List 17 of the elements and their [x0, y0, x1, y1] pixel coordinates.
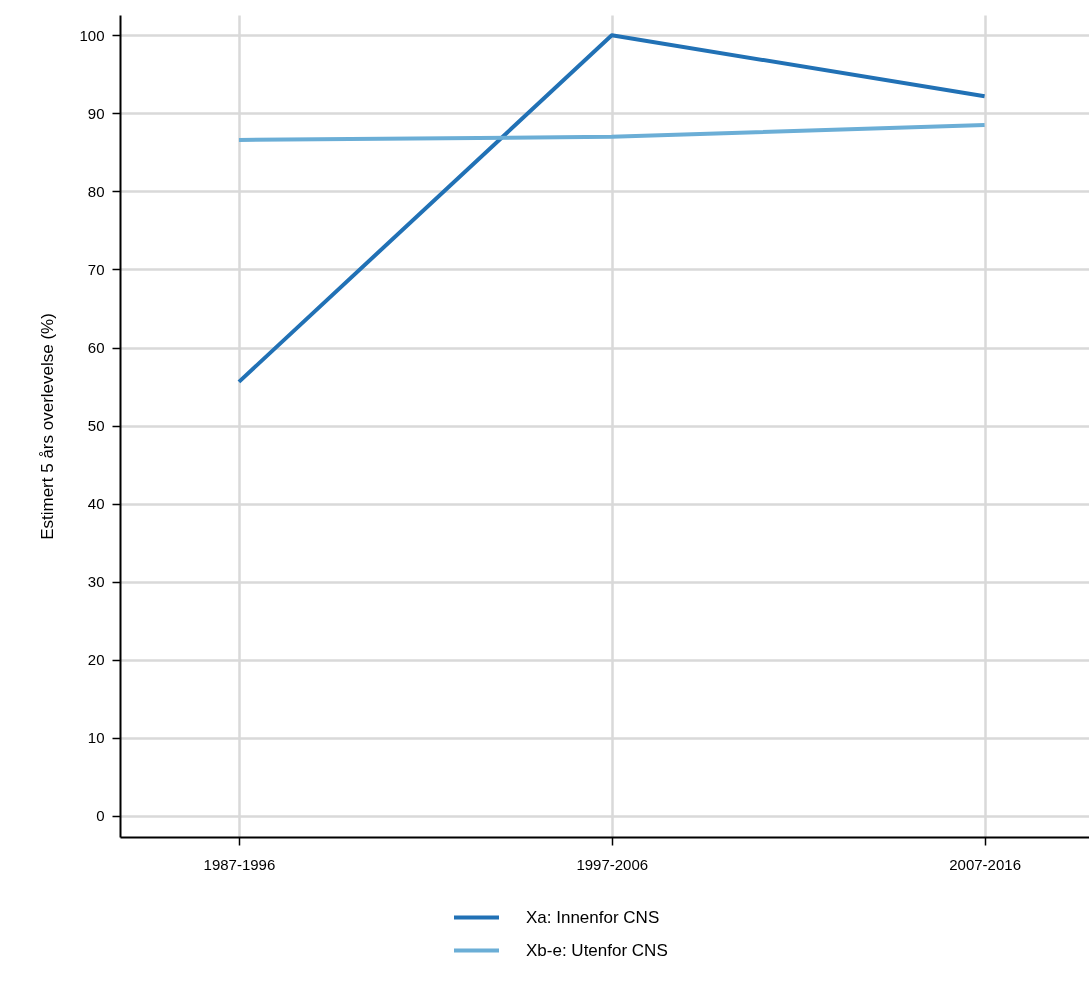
- y-tick-label: 60: [87, 339, 105, 357]
- y-tick-label: 50: [87, 417, 105, 435]
- y-tick-label: 90: [87, 104, 105, 122]
- x-tick-label: 2007-2016: [949, 855, 1021, 873]
- y-tick-label: 10: [87, 729, 105, 747]
- y-tick-label: 80: [87, 182, 105, 200]
- legend-label: Xb-e: Utenfor CNS: [526, 940, 668, 960]
- x-tick-label: 1987-1996: [203, 855, 276, 873]
- y-tick-label: 100: [79, 26, 105, 44]
- y-tick-label: 20: [87, 651, 105, 669]
- y-axis-title: Estimert 5 års overlevelse (%): [38, 313, 58, 540]
- y-tick-label: 30: [87, 573, 105, 591]
- y-tick-label: 0: [96, 807, 105, 825]
- x-tick-label: 1997-2006: [576, 855, 649, 873]
- y-tick-label: 70: [87, 260, 105, 278]
- y-tick-label: 40: [87, 495, 105, 513]
- legend-label: Xa: Innenfor CNS: [526, 907, 660, 927]
